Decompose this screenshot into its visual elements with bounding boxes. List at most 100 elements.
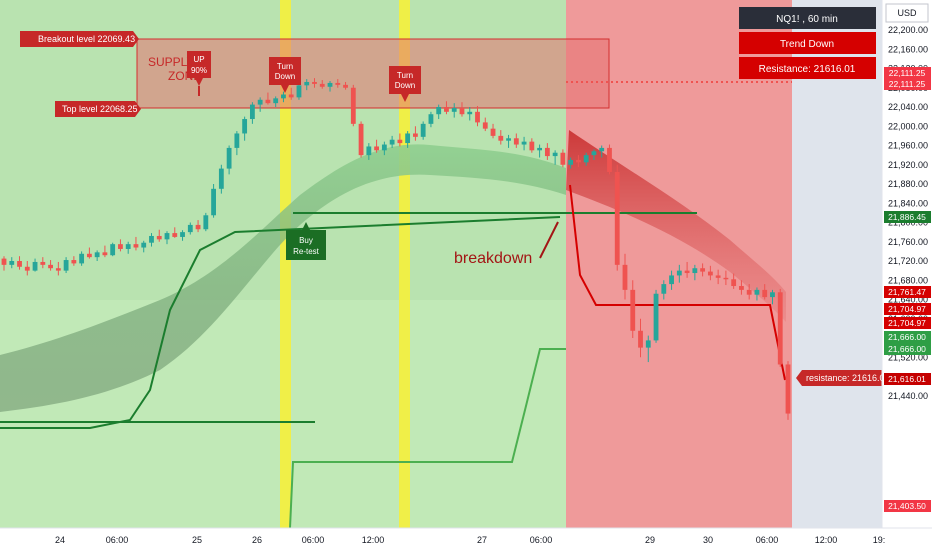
candle-body (459, 107, 465, 115)
candle-body (17, 261, 22, 267)
candle-body (568, 159, 574, 165)
candle-body (319, 83, 325, 87)
candle-body (149, 235, 154, 243)
y-tick-label: 21,680.00 (888, 275, 928, 285)
candle-body (288, 94, 294, 98)
svg-text:NQ1! , 60 min: NQ1! , 60 min (776, 14, 838, 25)
candle-body (521, 141, 527, 145)
candle-body (653, 293, 659, 341)
candle-body (428, 114, 434, 124)
candle-body (350, 87, 356, 124)
candle-body (707, 271, 713, 276)
y-tick-label: 22,160.00 (888, 44, 928, 54)
svg-text:Turn: Turn (397, 71, 413, 80)
x-tick-label: 26 (252, 535, 262, 545)
candle-body (676, 270, 682, 276)
y-tick-label: 22,000.00 (888, 121, 928, 131)
candle-body (420, 123, 426, 137)
candle-body (335, 82, 341, 85)
svg-text:21,886.45: 21,886.45 (888, 212, 926, 222)
resistance-chart-tag: resistance: 21616.01 (796, 370, 890, 386)
candle-body (475, 111, 480, 123)
candle-body (141, 242, 147, 248)
svg-text:21,616.01: 21,616.01 (888, 374, 926, 384)
candle-body (622, 264, 628, 290)
turn-down-marker-1: Turn Down (269, 57, 301, 93)
x-tick-label: 06:00 (530, 535, 553, 545)
candle-body (583, 155, 589, 163)
supply-zone-box[interactable] (136, 38, 610, 109)
candle-body (444, 107, 449, 112)
price-tag: 21,761.47 (884, 286, 931, 298)
svg-text:USD: USD (897, 8, 917, 18)
candle-body (180, 232, 185, 237)
svg-text:21,761.47: 21,761.47 (888, 287, 926, 297)
candle-body (358, 123, 364, 156)
candle-body (312, 81, 317, 84)
candle-body (156, 235, 162, 240)
candle-body (591, 151, 597, 156)
candle-body (762, 289, 768, 298)
svg-text:22,111.25: 22,111.25 (889, 79, 926, 89)
candle-body (32, 261, 38, 271)
candle-body (366, 146, 372, 156)
candle-body (397, 139, 403, 144)
future-area-background (792, 0, 882, 528)
candle-body (498, 135, 504, 141)
candle-body (172, 233, 178, 237)
candle-body (599, 147, 605, 152)
candle-body (723, 277, 729, 280)
candle-body (226, 147, 232, 169)
svg-text:Resistance: 21616.01: Resistance: 21616.01 (759, 64, 856, 75)
candle-body (257, 99, 263, 105)
price-tag: 22,111.25 (884, 67, 931, 79)
candle-body (436, 107, 442, 115)
candle-body (249, 104, 255, 120)
candle-body (731, 279, 737, 287)
candle-body (560, 152, 566, 165)
y-tick-label: 22,040.00 (888, 102, 928, 112)
x-tick-label: 06:00 (756, 535, 779, 545)
y-tick-label: 21,520.00 (888, 352, 928, 362)
time-axis[interactable] (0, 528, 932, 550)
candle-body (746, 289, 752, 295)
svg-text:21,403.50: 21,403.50 (888, 501, 926, 511)
candle-body (490, 128, 496, 136)
turn-down-highlight-1 (280, 0, 291, 528)
x-tick-label: 25 (192, 535, 202, 545)
svg-text:90%: 90% (191, 66, 207, 75)
currency-label-box[interactable]: USD (885, 3, 929, 23)
candle-body (381, 144, 387, 151)
red-resistance-line (569, 184, 786, 381)
candle-body (203, 215, 209, 230)
candle-body (692, 268, 698, 274)
candle-body (273, 98, 279, 104)
price-tag: 22,111.25 (884, 78, 931, 90)
candle-body (513, 138, 519, 145)
candle-body (1, 258, 7, 265)
price-tag: 21,666.00 (884, 343, 931, 355)
x-tick-label: 12:00 (362, 535, 385, 545)
candle-body (304, 81, 310, 86)
svg-text:21,666.00: 21,666.00 (888, 344, 926, 354)
candle-body (544, 147, 550, 157)
candle-body (86, 253, 92, 258)
y-tick-label: 21,640.00 (888, 295, 928, 305)
x-axis-ticks: 24 06:00 25 26 06:00 12:00 27 06:00 29 30 06:00 12:… (55, 535, 885, 545)
candle-body (234, 133, 240, 148)
candle-body (739, 286, 744, 290)
red-trend-ribbon (566, 130, 786, 322)
candle-body (412, 133, 418, 137)
y-tick-label: 22,200.00 (888, 25, 928, 35)
candle-body (125, 244, 131, 249)
green-dotted-stop-line (289, 348, 566, 529)
candle-body (552, 152, 558, 157)
x-tick-label: 24 (55, 535, 65, 545)
candle-body (71, 260, 77, 264)
candle-body (55, 268, 61, 271)
candle-body (118, 244, 123, 249)
price-tag: 21,616.01 (884, 373, 931, 385)
price-tag: 21,886.45 (884, 211, 931, 223)
